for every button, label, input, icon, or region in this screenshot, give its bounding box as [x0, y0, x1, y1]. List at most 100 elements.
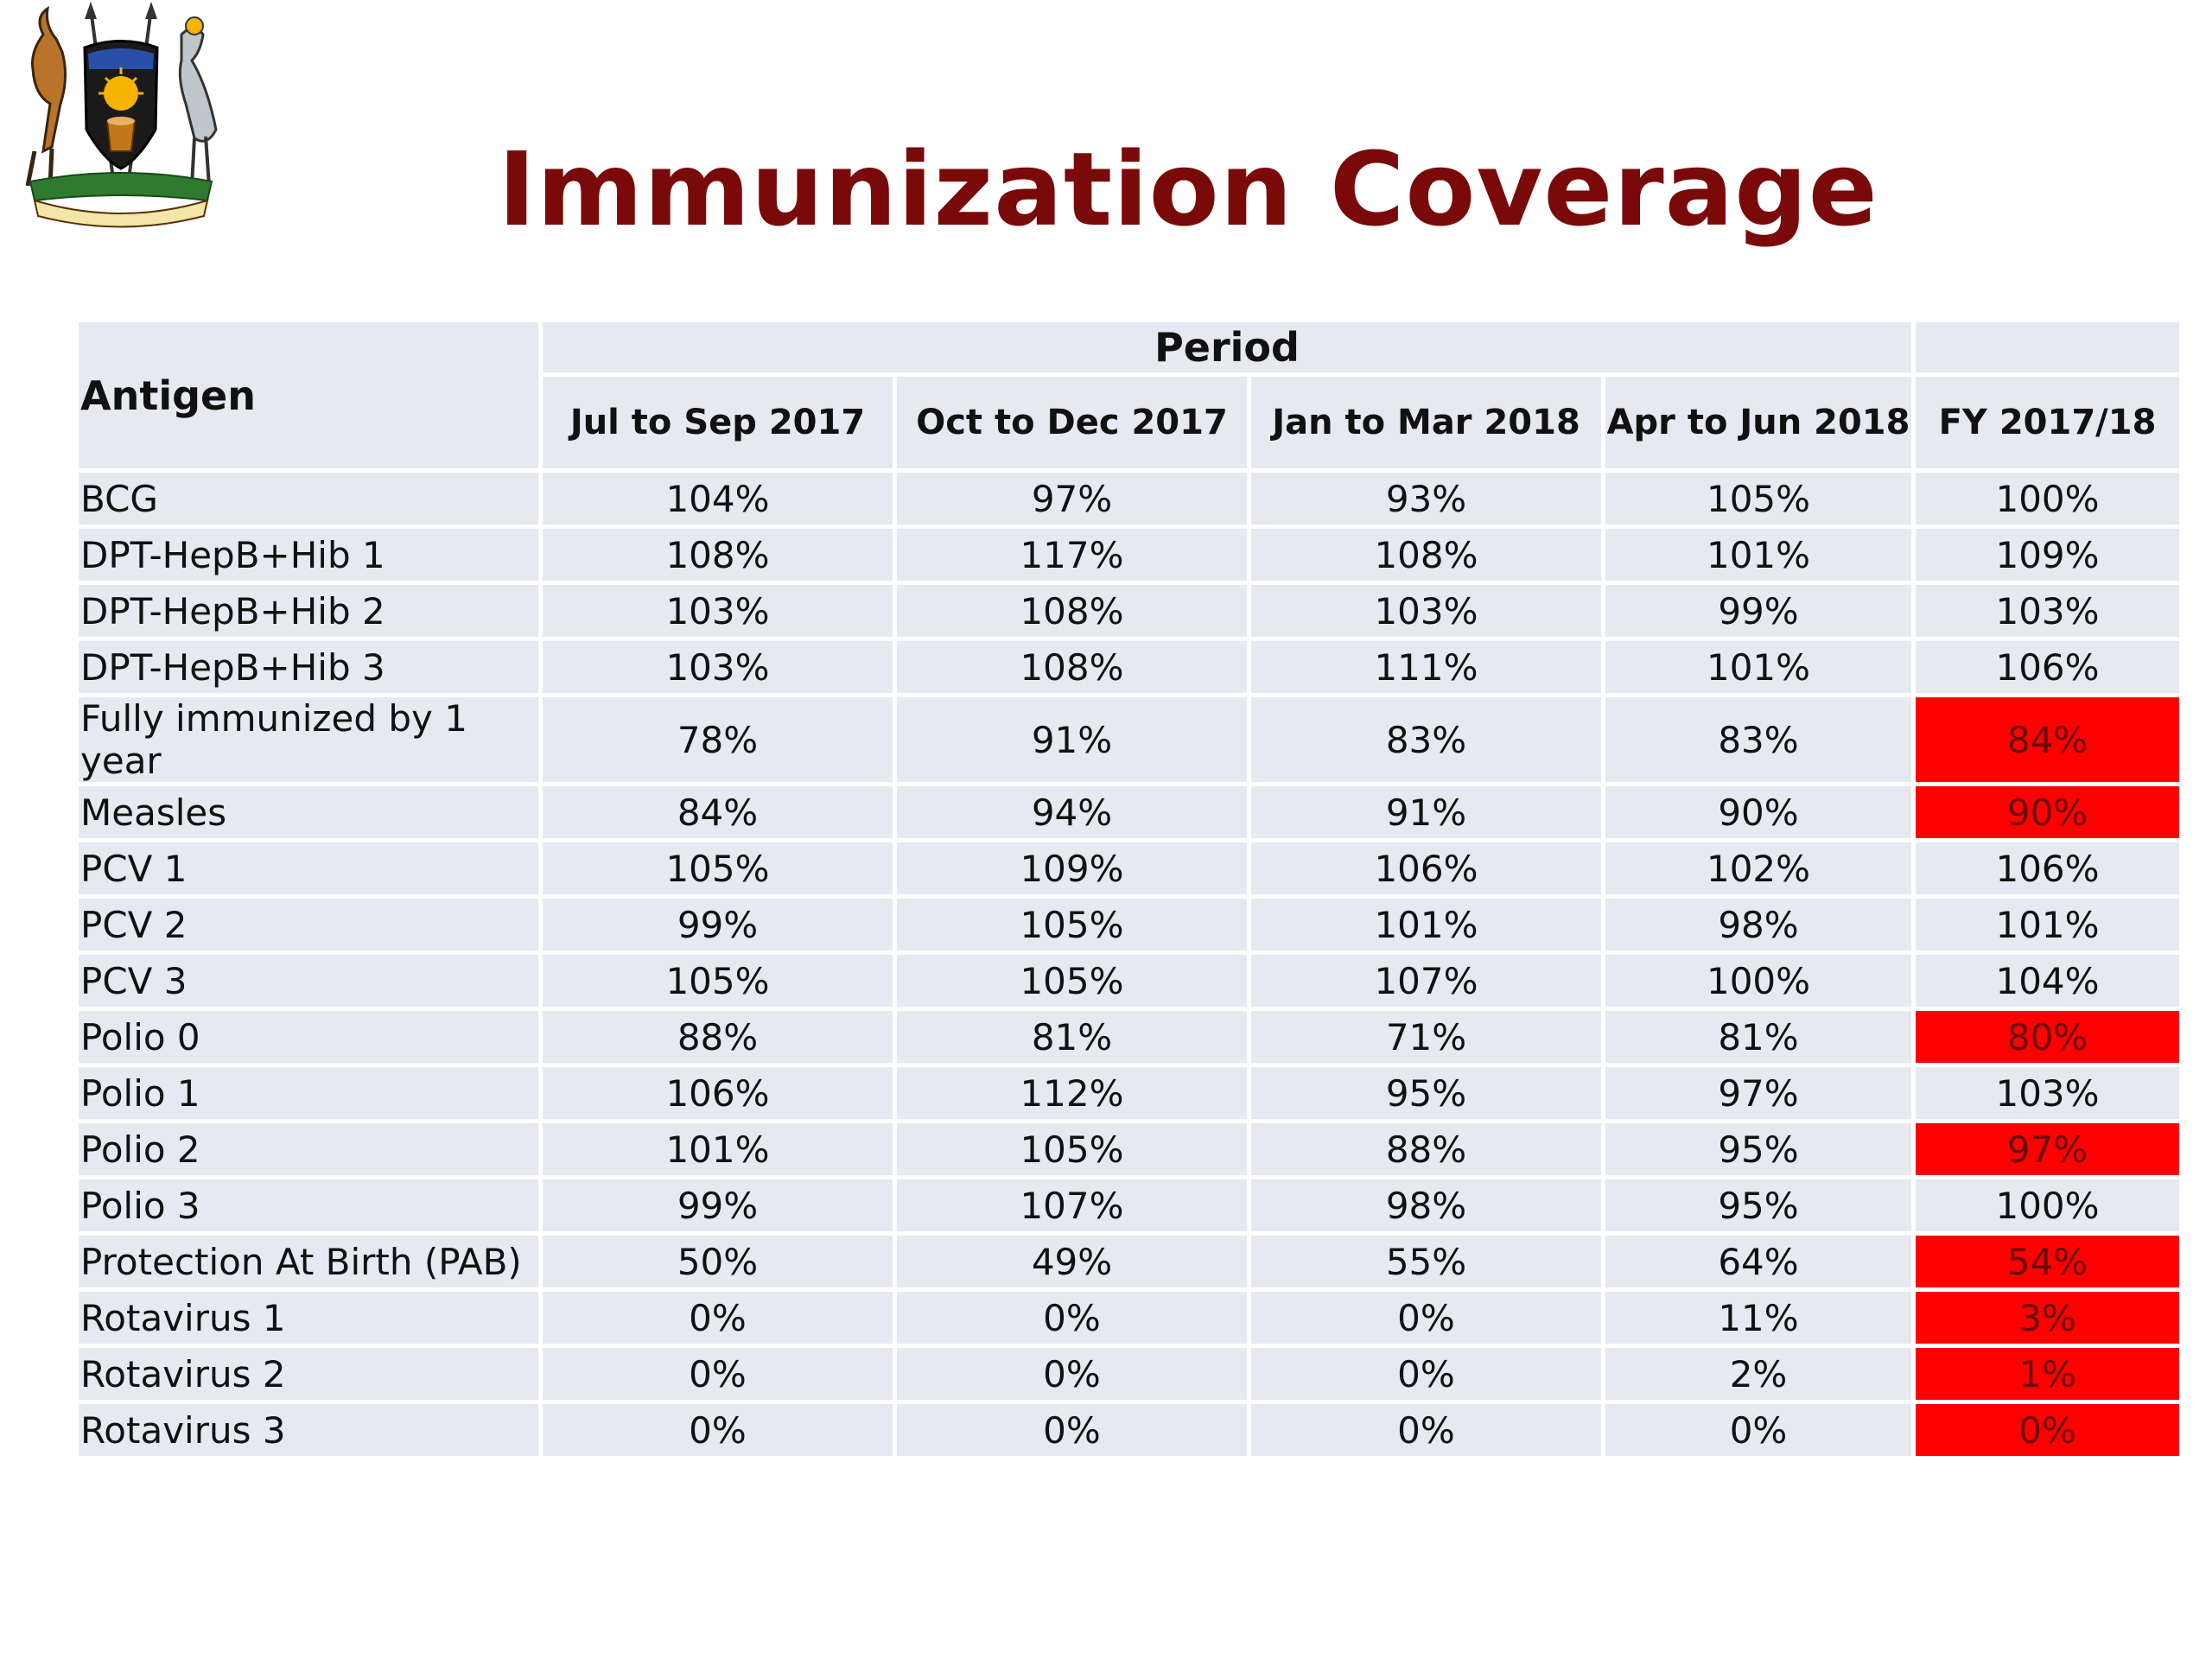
table-row: PCV 1 105% 109% 106% 102% 106%	[74, 838, 2184, 899]
antigen-cell: DPT-HepB+Hib 2	[74, 581, 543, 641]
value-cell-q4: 83%	[1600, 693, 1916, 786]
value-cell-q1: 103%	[538, 581, 897, 641]
value-cell-q3: 55%	[1247, 1231, 1605, 1292]
value-cell-q3: 108%	[1247, 524, 1605, 585]
antigen-cell: Measles	[74, 782, 543, 842]
value-cell-fy: 54%	[1911, 1231, 2184, 1292]
table-row: DPT-HepB+Hib 3 103% 108% 111% 101% 106%	[74, 637, 2184, 697]
antigen-cell: DPT-HepB+Hib 3	[74, 637, 543, 697]
antigen-cell: PCV 2	[74, 894, 543, 955]
value-cell-q3: 103%	[1247, 581, 1605, 641]
value-cell-q1: 0%	[538, 1287, 897, 1348]
table-row: Polio 2 101% 105% 88% 95% 97%	[74, 1119, 2184, 1179]
table-row: BCG 104% 97% 93% 105% 100%	[74, 468, 2184, 529]
value-cell-q2: 109%	[893, 838, 1251, 899]
value-cell-q3: 93%	[1247, 468, 1605, 529]
column-header-q2: Oct to Dec 2017	[893, 372, 1251, 473]
value-cell-q4: 64%	[1600, 1231, 1916, 1292]
value-cell-q2: 105%	[893, 950, 1251, 1011]
value-cell-q2: 105%	[893, 1119, 1251, 1179]
table-row: Rotavirus 1 0% 0% 0% 11% 3%	[74, 1287, 2184, 1348]
table-row: DPT-HepB+Hib 1 108% 117% 108% 101% 109%	[74, 524, 2184, 585]
value-cell-q1: 88%	[538, 1007, 897, 1067]
value-cell-fy: 101%	[1911, 894, 2184, 955]
column-header-fy: FY 2017/18	[1911, 372, 2184, 473]
value-cell-q3: 0%	[1247, 1400, 1605, 1460]
column-header-q1: Jul to Sep 2017	[538, 372, 897, 473]
value-cell-q2: 97%	[893, 468, 1251, 529]
value-cell-q2: 105%	[893, 894, 1251, 955]
value-cell-fy: 103%	[1911, 1063, 2184, 1123]
table-row: Rotavirus 3 0% 0% 0% 0% 0%	[74, 1400, 2184, 1460]
value-cell-q4: 101%	[1600, 524, 1916, 585]
value-cell-q1: 105%	[538, 838, 897, 899]
table-row: PCV 2 99% 105% 101% 98% 101%	[74, 894, 2184, 955]
value-cell-q2: 112%	[893, 1063, 1251, 1123]
table-row: Polio 3 99% 107% 98% 95% 100%	[74, 1175, 2184, 1236]
value-cell-q2: 81%	[893, 1007, 1251, 1067]
value-cell-fy: 104%	[1911, 950, 2184, 1011]
value-cell-q2: 91%	[893, 693, 1251, 786]
value-cell-q4: 81%	[1600, 1007, 1916, 1067]
value-cell-q2: 108%	[893, 637, 1251, 697]
value-cell-q4: 97%	[1600, 1063, 1916, 1123]
table-row: Polio 0 88% 81% 71% 81% 80%	[74, 1007, 2184, 1067]
value-cell-q1: 78%	[538, 693, 897, 786]
value-cell-fy: 1%	[1911, 1344, 2184, 1404]
antigen-column-header: Antigen	[74, 318, 543, 473]
value-cell-q2: 49%	[893, 1231, 1251, 1292]
value-cell-q3: 91%	[1247, 782, 1605, 842]
table-row: Protection At Birth (PAB) 50% 49% 55% 64% 54%	[74, 1231, 2184, 1292]
value-cell-q3: 107%	[1247, 950, 1605, 1011]
value-cell-fy: 0%	[1911, 1400, 2184, 1460]
coat-of-arms-icon	[25, 2, 218, 228]
value-cell-fy: 80%	[1911, 1007, 2184, 1067]
table-row: Measles 84% 94% 91% 90% 90%	[74, 782, 2184, 842]
value-cell-q3: 101%	[1247, 894, 1605, 955]
value-cell-q3: 0%	[1247, 1344, 1605, 1404]
value-cell-q2: 107%	[893, 1175, 1251, 1236]
value-cell-q1: 99%	[538, 894, 897, 955]
value-cell-q2: 108%	[893, 581, 1251, 641]
value-cell-q2: 0%	[893, 1287, 1251, 1348]
value-cell-q1: 103%	[538, 637, 897, 697]
antigen-cell: Polio 3	[74, 1175, 543, 1236]
value-cell-q1: 0%	[538, 1400, 897, 1460]
antigen-cell: Polio 2	[74, 1119, 543, 1179]
table-row: Fully immunized by 1 year 78% 91% 83% 83% 84%	[74, 693, 2184, 786]
antigen-cell: Protection At Birth (PAB)	[74, 1231, 543, 1292]
value-cell-q3: 98%	[1247, 1175, 1605, 1236]
antigen-cell: Polio 0	[74, 1007, 543, 1067]
value-cell-q4: 99%	[1600, 581, 1916, 641]
value-cell-q2: 0%	[893, 1344, 1251, 1404]
value-cell-q4: 98%	[1600, 894, 1916, 955]
value-cell-q4: 95%	[1600, 1175, 1916, 1236]
table-body: BCG 104% 97% 93% 105% 100% DPT-HepB+Hib 1 108% 1…	[74, 468, 2184, 1460]
value-cell-q1: 0%	[538, 1344, 897, 1404]
value-cell-fy: 109%	[1911, 524, 2184, 585]
period-header: Period	[537, 318, 1916, 377]
value-cell-fy: 90%	[1911, 782, 2184, 842]
antigen-cell: PCV 3	[74, 950, 543, 1011]
value-cell-q1: 99%	[538, 1175, 897, 1236]
value-cell-q1: 84%	[538, 782, 897, 842]
fy-header-spacer	[1911, 318, 2184, 377]
coverage-table-wrapper: Antigen Period Jul to Sep 2017 Oct to De…	[74, 318, 2184, 1460]
value-cell-q1: 101%	[538, 1119, 897, 1179]
antigen-cell: Polio 1	[74, 1063, 543, 1123]
value-cell-fy: 84%	[1911, 693, 2184, 786]
value-cell-fy: 97%	[1911, 1119, 2184, 1179]
slide-title: Immunization Coverage	[498, 130, 1878, 249]
table-row: PCV 3 105% 105% 107% 100% 104%	[74, 950, 2184, 1011]
table-row: DPT-HepB+Hib 2 103% 108% 103% 99% 103%	[74, 581, 2184, 641]
value-cell-fy: 103%	[1911, 581, 2184, 641]
value-cell-q1: 105%	[538, 950, 897, 1011]
column-header-q4: Apr to Jun 2018	[1600, 372, 1916, 473]
value-cell-q4: 90%	[1600, 782, 1916, 842]
antigen-cell: Rotavirus 2	[74, 1344, 543, 1404]
value-cell-q3: 0%	[1247, 1287, 1605, 1348]
column-header-q3: Jan to Mar 2018	[1247, 372, 1605, 473]
antigen-cell: Rotavirus 3	[74, 1400, 543, 1460]
value-cell-q3: 71%	[1247, 1007, 1605, 1067]
antigen-cell: PCV 1	[74, 838, 543, 899]
